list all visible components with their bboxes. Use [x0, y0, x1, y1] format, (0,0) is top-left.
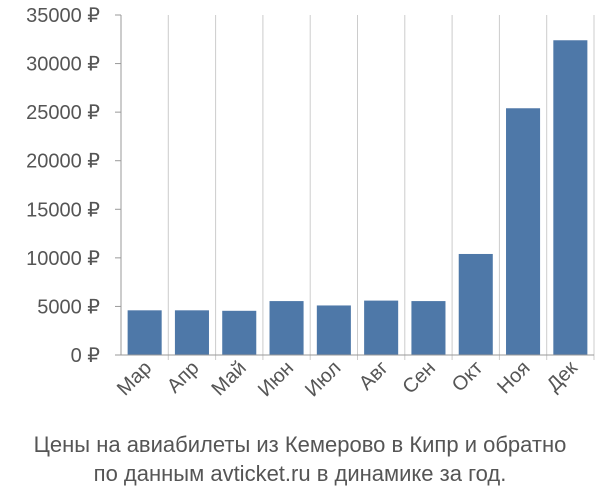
- x-tick-label: Окт: [448, 357, 487, 396]
- x-tick-labels: Мар Апр Май Июн Июл Авг Сен Окт Ноя Дек: [113, 357, 582, 401]
- caption-line-2: по данным avticket.ru в динамике за год.: [93, 461, 507, 486]
- bar-4: [269, 301, 304, 355]
- x-tick-label: Ноя: [493, 357, 534, 398]
- x-tick-label: Июл: [301, 357, 345, 401]
- caption-line-1: Цены на авиабилеты из Кемерово в Кипр и …: [33, 432, 567, 457]
- bar-6: [364, 300, 399, 355]
- y-tick-label: 30000 ₽: [26, 54, 100, 76]
- bar-8: [458, 253, 493, 355]
- x-tick-label: Дек: [543, 357, 582, 396]
- bar-10: [553, 40, 588, 355]
- x-tick-label: Май: [208, 357, 251, 400]
- bar-3: [222, 310, 257, 355]
- y-tick-label: 15000 ₽: [26, 199, 100, 221]
- bar-9: [506, 108, 541, 355]
- y-tick-label: 20000 ₽: [26, 151, 100, 173]
- y-tick-labels: 0 ₽ 5000 ₽ 10000 ₽ 15000 ₽ 20000 ₽ 25000 ₽ 300…: [26, 5, 100, 367]
- bar-7: [411, 301, 446, 355]
- y-tick-label: 5000 ₽: [37, 296, 100, 318]
- grid-lines: [167, 15, 595, 360]
- axes: [115, 14, 594, 356]
- bar-1: [127, 310, 162, 355]
- x-tick-label: Сен: [399, 357, 440, 398]
- bars: [127, 40, 588, 355]
- chart-caption: Цены на авиабилеты из Кемерово в Кипр и …: [0, 430, 600, 488]
- y-tick-label: 35000 ₽: [26, 5, 100, 27]
- x-tick-label: Апр: [163, 357, 204, 398]
- bar-5: [316, 305, 351, 355]
- y-tick-label: 0 ₽: [71, 345, 101, 367]
- x-tick-label: Авг: [355, 357, 393, 395]
- x-tick-label: Июн: [254, 357, 298, 401]
- y-tick-label: 10000 ₽: [26, 248, 100, 270]
- bar-chart: 0 ₽ 5000 ₽ 10000 ₽ 15000 ₽ 20000 ₽ 25000 ₽ 300…: [26, 5, 595, 401]
- y-tick-label: 25000 ₽: [26, 102, 100, 124]
- bar-2: [174, 310, 209, 355]
- x-tick-label: Мар: [113, 357, 156, 400]
